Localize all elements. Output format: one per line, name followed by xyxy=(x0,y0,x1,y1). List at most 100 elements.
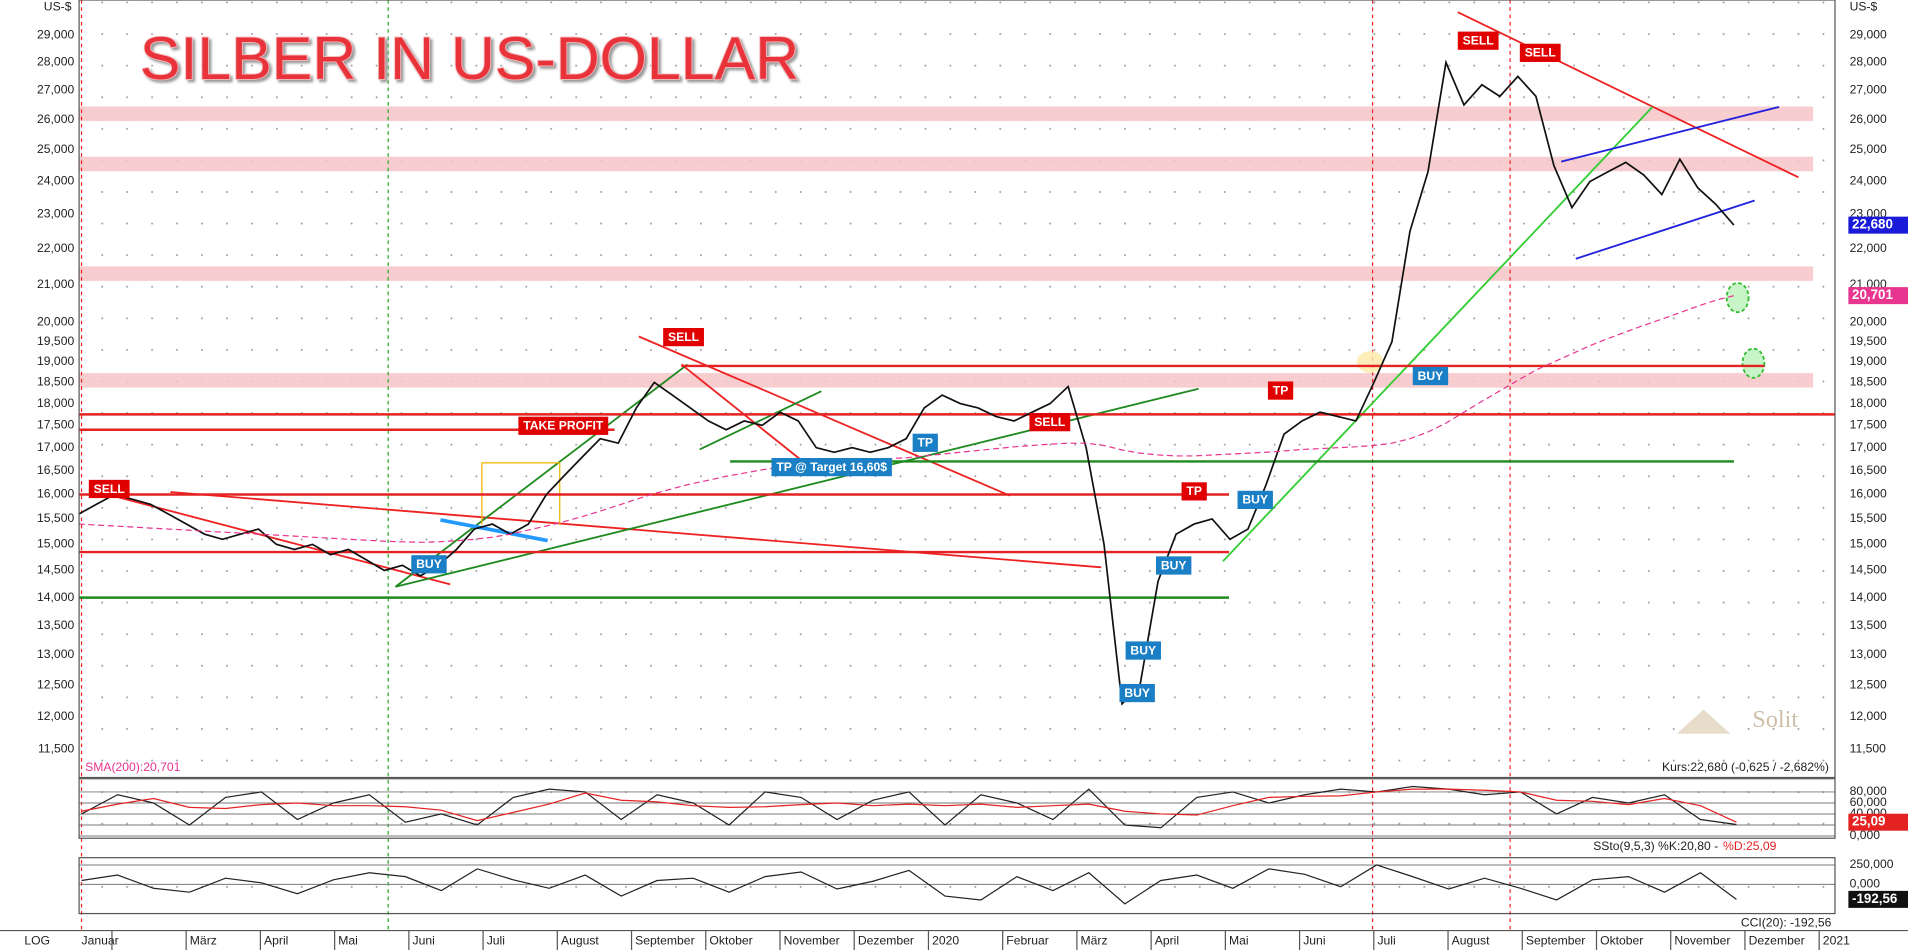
series-line xyxy=(78,295,1735,543)
signal-box xyxy=(912,433,938,452)
x-tick-label: März xyxy=(1081,934,1108,948)
y-tick-label: 11,500 xyxy=(1850,742,1887,756)
y-tick-label: 17,500 xyxy=(1850,418,1887,432)
series-line xyxy=(81,785,1737,829)
y-tick-label: 16,500 xyxy=(37,463,74,477)
x-tick-label: Juni xyxy=(1303,934,1325,948)
y-tick-label: 12,500 xyxy=(37,677,74,691)
y-tick-label: 15,500 xyxy=(1850,511,1887,525)
value-box-label: 20,701 xyxy=(1852,287,1893,302)
signal-box xyxy=(1181,482,1207,501)
x-tick-label: Oktober xyxy=(709,934,752,948)
x-tick-label: August xyxy=(1452,934,1490,948)
signal-label: TAKE PROFIT xyxy=(523,419,604,433)
frame xyxy=(78,857,1836,915)
chart-title: SILBER IN US-DOLLAR xyxy=(140,24,799,92)
y-tick-label: 13,000 xyxy=(37,647,74,661)
x-tick-label: Oktober xyxy=(1600,934,1643,948)
signal-box xyxy=(1237,490,1273,510)
y-tick-label: 13,500 xyxy=(1850,618,1887,632)
y-tick-label: 19,000 xyxy=(1850,354,1887,368)
logo-icon xyxy=(1676,709,1731,734)
frame xyxy=(78,0,1836,779)
y-tick-label: 24,000 xyxy=(37,174,74,188)
y-tick-label: 12,500 xyxy=(1850,677,1887,691)
resistance-zone xyxy=(79,106,1814,122)
unit-label: US-$ xyxy=(1850,0,1878,13)
y-tick-label: 16,000 xyxy=(37,487,74,501)
y-tick-label: 12,000 xyxy=(1850,709,1887,723)
highlight xyxy=(1356,351,1384,373)
x-tick-label: Juli xyxy=(1377,934,1395,948)
signal-label: BUY xyxy=(1161,558,1187,572)
signal-box xyxy=(1412,366,1449,386)
x-tick-label: Mai xyxy=(338,934,358,948)
signal-box xyxy=(518,416,609,435)
y-tick-label: 15,000 xyxy=(1850,537,1887,551)
signal-label: TP @ Target 16,60$ xyxy=(776,460,887,474)
value-box xyxy=(1848,813,1908,831)
x-tick-label: Juni xyxy=(413,934,435,948)
signal-box xyxy=(771,457,892,477)
x-tick-label: August xyxy=(561,934,599,948)
y-tick-label: 29,000 xyxy=(1850,28,1887,42)
y-tick-label: 15,000 xyxy=(37,537,74,551)
signal-label: TP xyxy=(917,436,933,450)
signal-box xyxy=(1519,43,1561,62)
trend-line xyxy=(440,518,548,543)
series-line xyxy=(81,864,1737,905)
trend-line xyxy=(394,363,689,588)
y-tick-label: 18,500 xyxy=(1850,375,1887,389)
signal-label: BUY xyxy=(1124,686,1150,700)
cci-background xyxy=(79,857,1835,914)
stoch-legend: %D:25,09 xyxy=(1723,839,1777,853)
y-tick-label: 28,000 xyxy=(37,55,74,69)
x-tick-label: April xyxy=(264,934,288,948)
signal-label: SELL xyxy=(1034,415,1066,429)
y-tick-label: 24,000 xyxy=(1850,174,1887,188)
zones xyxy=(79,106,1814,388)
signal-label: TP xyxy=(1186,484,1202,498)
series-line xyxy=(78,59,1735,706)
resistance-zone xyxy=(79,373,1814,388)
y-tick-label: 19,500 xyxy=(37,334,74,348)
target-circle xyxy=(1725,282,1750,314)
signal-box xyxy=(1155,556,1192,575)
value-box xyxy=(1848,216,1908,234)
signal-label: SELL xyxy=(94,482,126,496)
y-tick-label: 13,500 xyxy=(37,618,74,632)
unit-label: US-$ xyxy=(44,0,72,13)
y-tick-label: 14,000 xyxy=(1850,590,1887,604)
x-tick-label: September xyxy=(635,934,694,948)
y-tick-label: 17,500 xyxy=(37,418,74,432)
y-tick-label: 26,000 xyxy=(37,112,74,126)
y-tick-label: 22,000 xyxy=(37,241,74,255)
trend-line xyxy=(1457,11,1799,179)
y-tick-label: 23,000 xyxy=(37,207,74,221)
y-tick-label: 16,500 xyxy=(1850,463,1887,477)
series-line xyxy=(81,788,1737,823)
trend-line xyxy=(638,335,1011,497)
trend-line xyxy=(680,363,804,463)
resistance-zone xyxy=(79,266,1814,281)
logo-text: Solit xyxy=(1752,706,1798,733)
y-tick-label: 18,500 xyxy=(37,375,74,389)
y-tick-label: 18,000 xyxy=(37,396,74,410)
signal-box xyxy=(1125,641,1161,660)
x-tick-label: Dezember xyxy=(858,934,914,948)
signal-label: SELL xyxy=(1463,34,1495,48)
signal-box xyxy=(1457,31,1499,50)
value-box xyxy=(1848,890,1908,908)
x-tick-label: 2020 xyxy=(932,934,959,948)
target-circle xyxy=(1741,347,1766,379)
y-tick-label: 25,000 xyxy=(37,142,74,156)
y-tick-label: 15,500 xyxy=(37,511,74,525)
y-tick-label: 17,000 xyxy=(1850,440,1887,454)
y-tick-label: 27,000 xyxy=(1850,83,1887,97)
stoch-legend: SSto(9,5,3) %K:20,80 - xyxy=(1593,839,1718,853)
x-tick-label: November xyxy=(784,934,840,948)
y-tick-label: 29,000 xyxy=(37,28,74,42)
y-tick-label: 28,000 xyxy=(1850,55,1887,69)
